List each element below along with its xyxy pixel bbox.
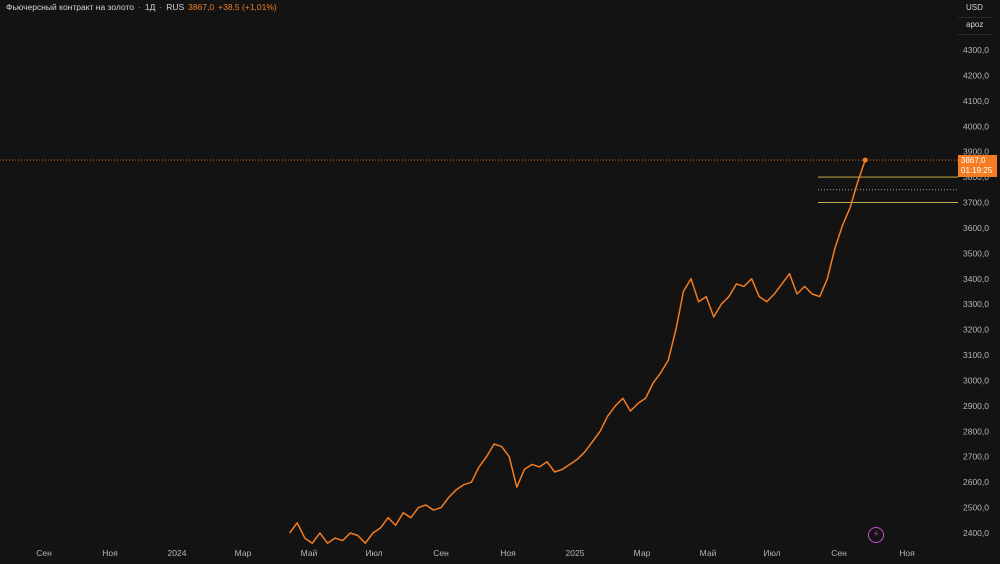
y-tick-label: 3400,0 bbox=[963, 274, 989, 284]
y-tick-label: 3300,0 bbox=[963, 299, 989, 309]
x-tick-label: Мар bbox=[634, 548, 651, 558]
y-tick-label: 2700,0 bbox=[963, 452, 989, 462]
separator-dot: · bbox=[138, 2, 141, 12]
x-tick-label: Май bbox=[700, 548, 717, 558]
exchange-label: RUS bbox=[166, 2, 185, 12]
y-tick-label: 2600,0 bbox=[963, 477, 989, 487]
separator-dot: · bbox=[159, 2, 163, 12]
last-price-tag: 3867,0 01:19:25 bbox=[958, 155, 997, 177]
currency-button[interactable]: USD bbox=[966, 3, 983, 12]
y-tick-label: 2900,0 bbox=[963, 401, 989, 411]
scale-mode-button[interactable]: apoz bbox=[966, 20, 984, 29]
interval-label[interactable]: 1Д bbox=[144, 2, 156, 12]
y-tick-label: 3200,0 bbox=[963, 325, 989, 335]
x-axis: Сен Ноя 2024 Мар Май Июл Сен Ноя 2025 Мар Май Июл Се… bbox=[36, 548, 915, 558]
x-tick-label: Сен bbox=[433, 548, 449, 558]
price-tag-countdown: 01:19:25 bbox=[961, 166, 993, 175]
x-tick-label: 2025 bbox=[566, 548, 585, 558]
y-axis: 2400,0 2500,0 2600,0 2700,0 2800,0 2900,0 3000… bbox=[963, 45, 989, 538]
y-tick-label: 4000,0 bbox=[963, 121, 989, 131]
axis-divider bbox=[958, 17, 992, 18]
y-tick-label: 4100,0 bbox=[963, 96, 989, 106]
symbol-name[interactable]: Фьючерсный контракт на золото bbox=[6, 2, 135, 12]
y-tick-label: 2500,0 bbox=[963, 503, 989, 513]
y-tick-label: 4200,0 bbox=[963, 70, 989, 80]
axis-divider bbox=[958, 34, 992, 35]
x-tick-label: Ноя bbox=[899, 548, 915, 558]
last-price-dot bbox=[862, 157, 868, 163]
y-tick-label: 3700,0 bbox=[963, 198, 989, 208]
y-tick-label: 2800,0 bbox=[963, 426, 989, 436]
price-tag-value: 3867,0 bbox=[961, 156, 986, 165]
x-tick-label: Сен bbox=[831, 548, 847, 558]
y-tick-label: 3500,0 bbox=[963, 248, 989, 258]
x-tick-label: Май bbox=[301, 548, 318, 558]
y-tick-label: 4300,0 bbox=[963, 45, 989, 55]
y-tick-label: 3100,0 bbox=[963, 350, 989, 360]
y-tick-label: 3600,0 bbox=[963, 223, 989, 233]
price-series-line bbox=[288, 159, 866, 544]
y-tick-label: 3800,0 bbox=[963, 172, 989, 182]
x-tick-label: 2024 bbox=[168, 548, 187, 558]
lightning-icon[interactable]: ⚡ bbox=[868, 527, 884, 543]
x-tick-label: Июл bbox=[365, 548, 382, 558]
last-price-value: 3867,0 bbox=[188, 2, 215, 12]
y-tick-label: 3900,0 bbox=[963, 147, 989, 157]
y-tick-label: 2400,0 bbox=[963, 528, 989, 538]
x-tick-label: Ноя bbox=[102, 548, 118, 558]
x-tick-label: Ноя bbox=[500, 548, 516, 558]
horizontal-levels bbox=[818, 176, 958, 203]
x-tick-label: Сен bbox=[36, 548, 52, 558]
y-tick-label: 3000,0 bbox=[963, 375, 989, 385]
x-tick-label: Июл bbox=[763, 548, 780, 558]
x-tick-label: Мар bbox=[235, 548, 252, 558]
price-change: +38,5 (+1,01%) bbox=[218, 2, 277, 12]
chart-legend-header: Фьючерсный контракт на золото · 1Д · RUS… bbox=[6, 2, 277, 12]
